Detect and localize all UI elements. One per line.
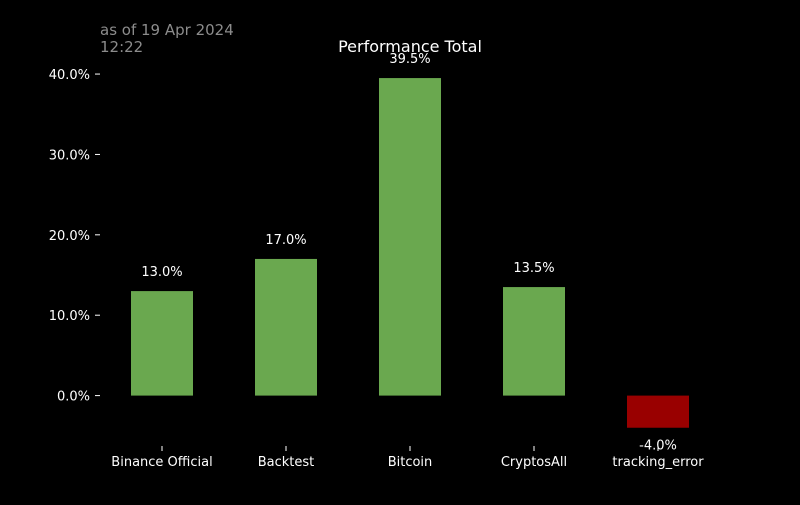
- as-of-date: as of 19 Apr 2024: [100, 21, 234, 39]
- y-tick-label: 20.0%: [49, 229, 90, 244]
- bar-backtest: [255, 258, 317, 396]
- as-of-time: 12:22: [100, 38, 144, 56]
- bar-value-label: 17.0%: [265, 233, 306, 248]
- x-tick-label: CryptosAll: [501, 455, 567, 470]
- bar-value-label: 13.0%: [141, 265, 182, 280]
- x-tick-label: Binance Official: [111, 455, 212, 470]
- chart-title: Performance Total: [338, 37, 482, 56]
- bar-cryptosall: [503, 287, 565, 396]
- y-tick-label: 0.0%: [57, 390, 90, 405]
- bar-value-label: 39.5%: [389, 52, 430, 67]
- bar-binance-official: [131, 291, 193, 396]
- y-axis: 0.0% 10.0% 20.0% 30.0% 40.0%: [49, 68, 100, 405]
- x-tick-label: tracking_error: [612, 455, 704, 470]
- bar-tracking-error: [627, 395, 689, 428]
- x-axis: Binance Official Backtest Bitcoin CryptosAl…: [111, 446, 704, 470]
- y-tick-label: 40.0%: [49, 68, 90, 83]
- bar-bitcoin: [379, 78, 441, 396]
- bars-group: 13.0%17.0%39.5%13.5%-4.0%: [131, 52, 689, 454]
- as-of-timestamp: as of 19 Apr 2024 12:22: [100, 22, 234, 56]
- y-tick-label: 10.0%: [49, 309, 90, 324]
- bar-value-label: 13.5%: [513, 261, 554, 276]
- x-tick-label: Backtest: [258, 455, 315, 470]
- y-tick-label: 30.0%: [49, 148, 90, 163]
- x-tick-label: Bitcoin: [388, 455, 433, 470]
